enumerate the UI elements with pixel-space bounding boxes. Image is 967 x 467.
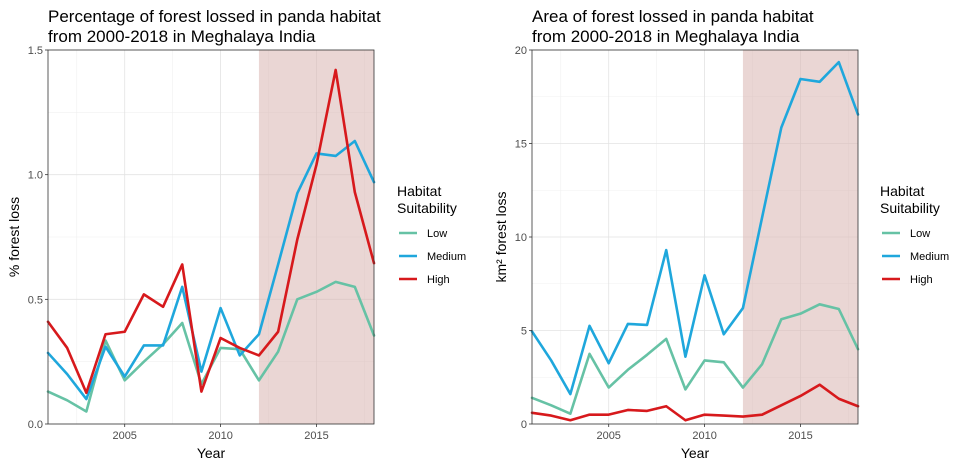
y-tick-label: 10 [515, 232, 527, 244]
chart-title-line2: from 2000-2018 in Meghalaya India [48, 27, 316, 46]
y-tick-label: 5 [521, 326, 527, 338]
chart-percent-forest-loss: Percentage of forest lossed in panda hab… [6, 7, 381, 461]
x-tick-label: 2005 [112, 430, 136, 442]
legend-right: Habitat Suitability Low Medium High [880, 183, 949, 286]
x-tick-label: 2015 [788, 430, 812, 442]
series-line-high [530, 383, 860, 422]
legend-left: Habitat Suitability Low Medium High [397, 183, 466, 286]
legend-title-line2: Suitability [880, 200, 940, 216]
shaded-period [258, 50, 374, 424]
legend-label-high: High [910, 274, 933, 286]
chart-title-line1: Area of forest lossed in panda habitat [532, 7, 814, 26]
x-axis-title: Year [681, 445, 710, 461]
chart-area-forest-loss: Area of forest lossed in panda habitat f… [493, 7, 860, 461]
legend-label-medium: Medium [910, 251, 949, 263]
y-tick-label: 1.5 [28, 45, 43, 57]
legend-label-high: High [427, 274, 450, 286]
legend-title-line1: Habitat [397, 183, 441, 199]
y-axis-title: % forest loss [6, 197, 22, 277]
y-tick-label: 0.5 [28, 294, 43, 306]
x-tick-label: 2005 [596, 430, 620, 442]
legend-title-line1: Habitat [880, 183, 924, 199]
legend-label-low: Low [910, 228, 930, 240]
x-axis-title: Year [197, 445, 226, 461]
y-axis-title: km² forest loss [493, 191, 509, 282]
series-line-medium [530, 60, 860, 396]
y-tick-label: 0.0 [28, 419, 43, 431]
series-line-high [46, 68, 376, 395]
x-tick-label: 2015 [304, 430, 328, 442]
legend-label-medium: Medium [427, 251, 466, 263]
x-tick-label: 2010 [692, 430, 716, 442]
x-tick-label: 2010 [208, 430, 232, 442]
y-tick-label: 20 [515, 45, 527, 57]
chart-title-line1: Percentage of forest lossed in panda hab… [48, 7, 381, 26]
chart-title-line2: from 2000-2018 in Meghalaya India [532, 27, 800, 46]
legend-title-line2: Suitability [397, 200, 457, 216]
y-tick-label: 1.0 [28, 170, 43, 182]
panel-border [47, 49, 375, 425]
series-line-low [530, 303, 860, 416]
y-tick-label: 0 [521, 419, 527, 431]
y-tick-label: 15 [515, 139, 527, 151]
legend-label-low: Low [427, 228, 447, 240]
